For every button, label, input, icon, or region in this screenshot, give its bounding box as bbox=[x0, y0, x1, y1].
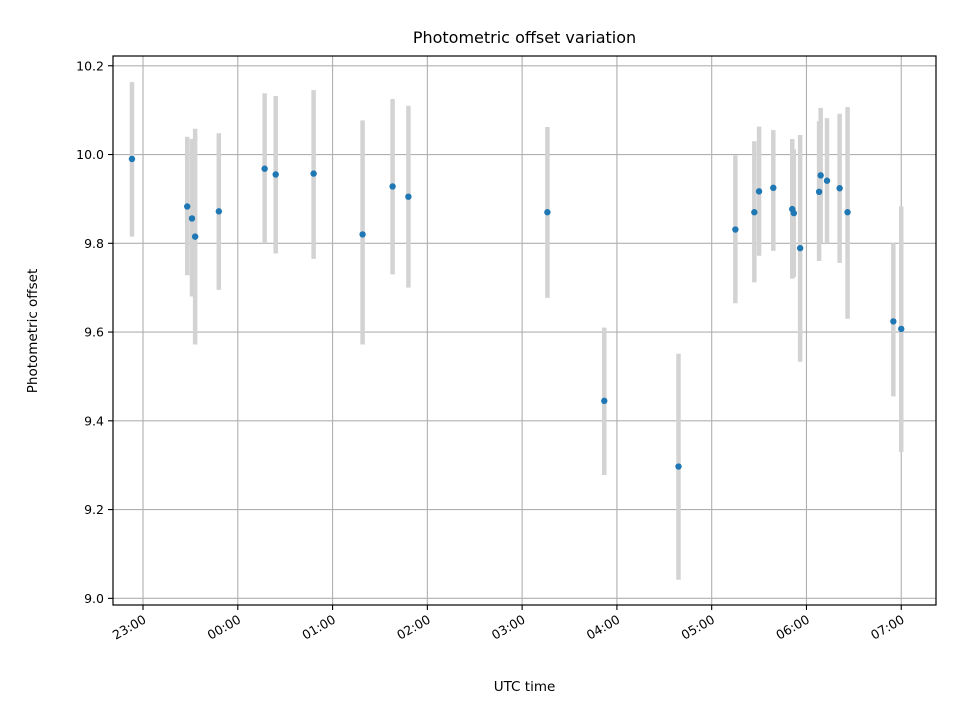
data-point bbox=[272, 171, 279, 178]
y-tick-label: 9.0 bbox=[84, 591, 104, 606]
data-point bbox=[844, 209, 851, 216]
y-tick-label: 10.2 bbox=[76, 58, 104, 73]
data-points bbox=[128, 155, 905, 470]
plot-frame bbox=[112, 55, 937, 606]
data-point bbox=[675, 463, 682, 470]
y-tick-label: 9.2 bbox=[84, 502, 104, 517]
data-point bbox=[128, 155, 136, 163]
data-point bbox=[544, 209, 551, 216]
data-point bbox=[770, 184, 777, 192]
y-tick-label: 9.6 bbox=[84, 325, 104, 340]
data-point bbox=[261, 165, 268, 172]
data-point bbox=[815, 188, 823, 196]
y-tick-label: 9.8 bbox=[84, 236, 104, 251]
data-point bbox=[215, 208, 223, 215]
data-point bbox=[310, 170, 317, 177]
data-point bbox=[191, 233, 199, 240]
data-point bbox=[790, 209, 798, 217]
y-tick-label: 9.4 bbox=[84, 413, 104, 428]
y-axis-ticks: 9.0 9.2 9.4 9.6 9.8 10.0 10.2 bbox=[76, 58, 113, 606]
data-point bbox=[890, 318, 897, 325]
data-point bbox=[732, 226, 739, 233]
data-point bbox=[751, 209, 758, 216]
y-tick-label: 10.0 bbox=[76, 147, 104, 162]
data-point bbox=[405, 193, 412, 200]
data-point bbox=[184, 203, 191, 210]
data-point bbox=[898, 325, 905, 333]
x-axis-label: UTC time bbox=[494, 679, 556, 695]
data-point bbox=[601, 397, 608, 405]
y-axis-label: Photometric offset bbox=[25, 269, 41, 393]
chart-title: Photometric offset variation bbox=[413, 28, 636, 47]
data-point bbox=[836, 185, 843, 192]
data-point bbox=[796, 244, 804, 252]
data-point bbox=[188, 215, 196, 222]
data-point bbox=[823, 177, 831, 184]
data-point bbox=[389, 183, 396, 190]
data-point bbox=[755, 188, 763, 195]
data-point bbox=[359, 231, 366, 238]
data-point bbox=[817, 172, 824, 179]
